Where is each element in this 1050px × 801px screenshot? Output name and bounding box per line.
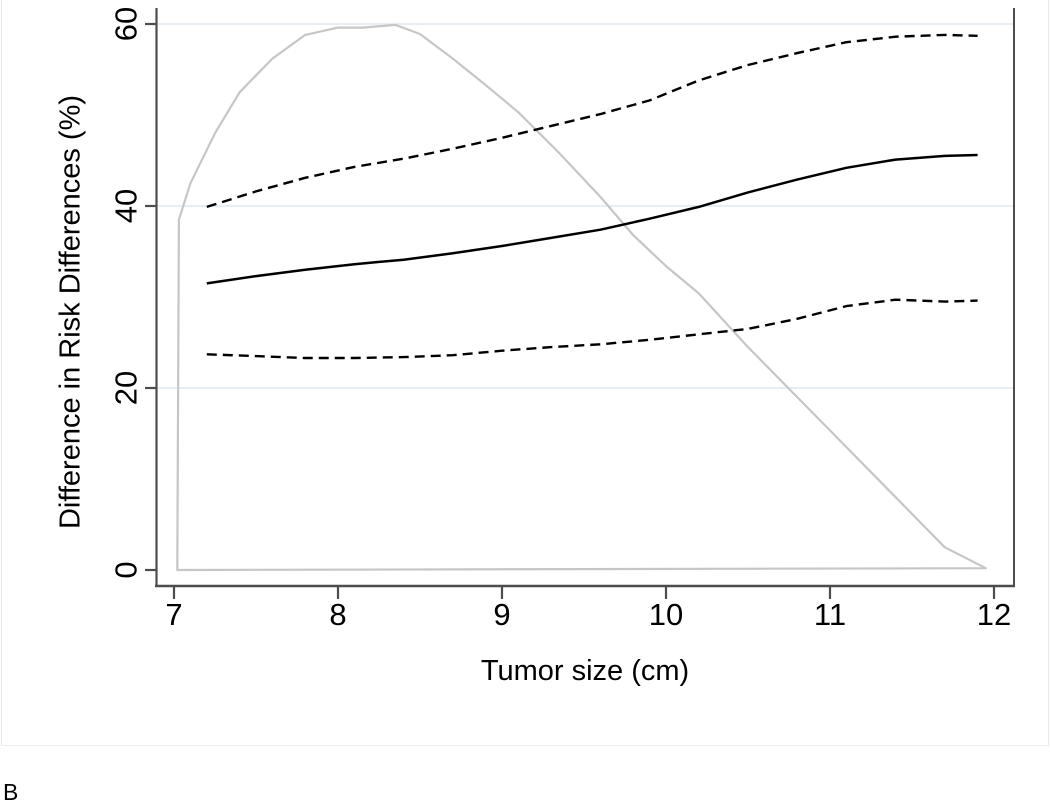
figure-frame [1,0,1049,746]
panel-label: B [3,779,18,801]
x-tick-label-9: 9 [493,597,510,632]
series-group [176,23,987,572]
y-tick-label-40: 40 [109,189,144,223]
x-axis-title: Tumor size (cm) [481,655,689,687]
y-tick-label-0: 0 [109,561,144,578]
x-tick-label-8: 8 [329,597,346,632]
x-tick-label-7: 7 [165,597,182,632]
x-tick-label-11: 11 [814,597,846,632]
x-tick-label-10: 10 [649,597,683,632]
y-tick-label-60: 60 [109,7,144,41]
y-axis-title: Difference in Risk Differences (%) [55,95,87,529]
y-tick-label-20: 20 [109,371,144,405]
point-estimate-line [206,153,978,285]
tumor-size-density-line [176,23,987,572]
upper-confidence-limit-line [206,33,978,209]
ticks-group: 7 8 9 10 11 12 0 20 40 60 [109,7,1012,632]
x-tick-label-12: 12 [977,597,1011,632]
gridlines-group [158,23,1013,389]
lower-confidence-limit-line [206,298,978,360]
